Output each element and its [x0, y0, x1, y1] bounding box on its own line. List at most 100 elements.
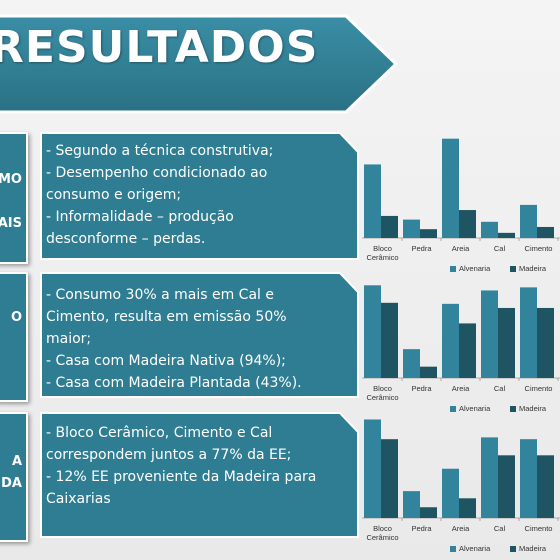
bar-alvenaria-0 [364, 164, 381, 238]
row-1-line: - Informalidade – produção [46, 209, 234, 225]
row-1-line: - Segundo a técnica construtiva; [46, 143, 274, 159]
row-3-label-box: A DA [0, 412, 28, 542]
bar-madeira-2 [459, 323, 476, 378]
row-1-line: consumo e origem; [46, 187, 182, 203]
bar-alvenaria-1 [403, 349, 420, 378]
row-1-text: - Segundo a técnica construtiva; - Desem… [46, 140, 346, 250]
bar-alvenaria-3 [481, 437, 498, 518]
row-2-label-line-1: O [10, 310, 22, 325]
bar-alvenaria-2 [442, 138, 459, 238]
category-label: Cal [493, 384, 506, 393]
bar-madeira-0 [381, 215, 398, 238]
legend-swatch [510, 546, 516, 553]
category-label: Pedra [411, 524, 432, 533]
bar-madeira-3 [498, 307, 515, 378]
legend-swatch [450, 266, 456, 273]
category-label: Cal [493, 524, 506, 533]
chart-2: Bloco Cerâmico Pedra Areia Cal Cimento Alvena… [360, 272, 560, 413]
bar-madeira-1 [420, 507, 437, 518]
row-1-box-shape [40, 132, 359, 260]
category-label: Cal [493, 244, 506, 253]
legend-label: Alvenaria [459, 544, 491, 553]
category-label: Bloco Cerâmico [366, 384, 399, 402]
row-2-text-box: - Consumo 30% a mais em Cal e Cimento, r… [40, 272, 360, 398]
row-3-line: - Bloco Cerâmico, Cimento e Cal [46, 425, 273, 441]
row-2-line: maior; [46, 331, 92, 347]
legend-item-alvenaria: Alvenaria [450, 544, 490, 553]
row-3-text-box: - Bloco Cerâmico, Cimento e Cal correspo… [40, 412, 360, 538]
legend-label: Alvenaria [459, 264, 491, 273]
row-1-label-line-1: MO [0, 172, 22, 187]
bar-madeira-3 [498, 455, 515, 518]
category-label: Pedra [411, 244, 432, 253]
category-label: Cimento [524, 244, 553, 253]
row-2-label-box: O [0, 272, 28, 402]
legend-swatch [450, 406, 456, 413]
chart-plot [362, 285, 560, 381]
row-2-line: Cimento, resulta em emissão 50% [46, 309, 287, 325]
chart-plot [362, 138, 560, 241]
bar-madeira-2 [459, 210, 476, 238]
legend-item-alvenaria: Alvenaria [450, 404, 490, 413]
row-1-text-box: - Segundo a técnica construtiva; - Desem… [40, 132, 360, 260]
bar-madeira-3 [498, 232, 515, 238]
bar-alvenaria-1 [403, 491, 420, 518]
arrow-banner-shape [0, 14, 399, 114]
bar-madeira-2 [459, 498, 476, 518]
category-label: Cimento [524, 524, 553, 533]
bar-alvenaria-4 [520, 204, 537, 238]
legend-swatch [510, 266, 516, 273]
bar-alvenaria-4 [520, 287, 537, 378]
row-2-line: - Casa com Madeira Plantada (43%). [46, 375, 302, 391]
row-3-text: - Bloco Cerâmico, Cimento e Cal correspo… [46, 422, 346, 510]
row-3-line: Caixarias [46, 491, 111, 507]
category-label: Bloco Cerâmico [366, 524, 399, 542]
row-3-label-line-2: DA [1, 476, 22, 491]
bar-alvenaria-3 [481, 221, 498, 238]
bar-madeira-1 [420, 229, 437, 238]
legend-label: Madeira [519, 264, 547, 273]
bar-alvenaria-1 [403, 219, 420, 238]
bar-madeira-0 [381, 439, 398, 518]
category-label: Areia [451, 524, 470, 533]
bar-madeira-1 [420, 366, 437, 378]
category-label: Cimento [524, 384, 553, 393]
bar-madeira-0 [381, 302, 398, 378]
row-2-box-shape [40, 272, 359, 398]
category-label: Bloco Cerâmico [366, 244, 399, 262]
bar-alvenaria-0 [364, 419, 381, 518]
bar-madeira-4 [537, 226, 554, 238]
row-1-label-box: MO AIS [0, 132, 28, 264]
row-3-label-line-1: A [11, 454, 22, 469]
bar-alvenaria-3 [481, 290, 498, 378]
chart-3: Bloco Cerâmico Pedra Areia Cal Cimento Alvena… [360, 412, 560, 553]
row-2-line: - Casa com Madeira Nativa (94%); [46, 353, 286, 369]
page-title: RESULTADOS [0, 22, 319, 73]
bar-madeira-4 [537, 307, 554, 378]
legend-item-madeira: Madeira [510, 264, 546, 273]
bar-alvenaria-2 [442, 303, 459, 378]
row-2-line: - Consumo 30% a mais em Cal e [46, 287, 274, 303]
legend-label: Madeira [519, 544, 547, 553]
chart-1: Bloco Cerâmico Pedra Areia Cal Cimento Alvena… [360, 132, 560, 273]
bar-alvenaria-2 [442, 468, 459, 518]
bar-alvenaria-4 [520, 439, 537, 518]
bar-alvenaria-0 [364, 285, 381, 378]
category-label: Areia [451, 244, 470, 253]
bar-madeira-4 [537, 455, 554, 518]
row-1-line: desconforme – perdas. [46, 231, 206, 247]
title-banner: RESULTADOS [0, 0, 400, 118]
chart-plot [362, 419, 560, 521]
legend-swatch [450, 546, 456, 553]
legend-item-alvenaria: Alvenaria [450, 264, 490, 273]
legend-label: Madeira [519, 404, 547, 413]
category-label: Areia [451, 384, 470, 393]
row-3-line: - 12% EE proveniente da Madeira para [46, 469, 317, 485]
row-1-line: - Desempenho condicionado ao [46, 165, 268, 181]
category-label: Pedra [411, 384, 432, 393]
row-3-box-shape [40, 412, 359, 538]
legend-item-madeira: Madeira [510, 544, 546, 553]
row-2-text: - Consumo 30% a mais em Cal e Cimento, r… [46, 284, 346, 394]
legend-swatch [510, 406, 516, 413]
